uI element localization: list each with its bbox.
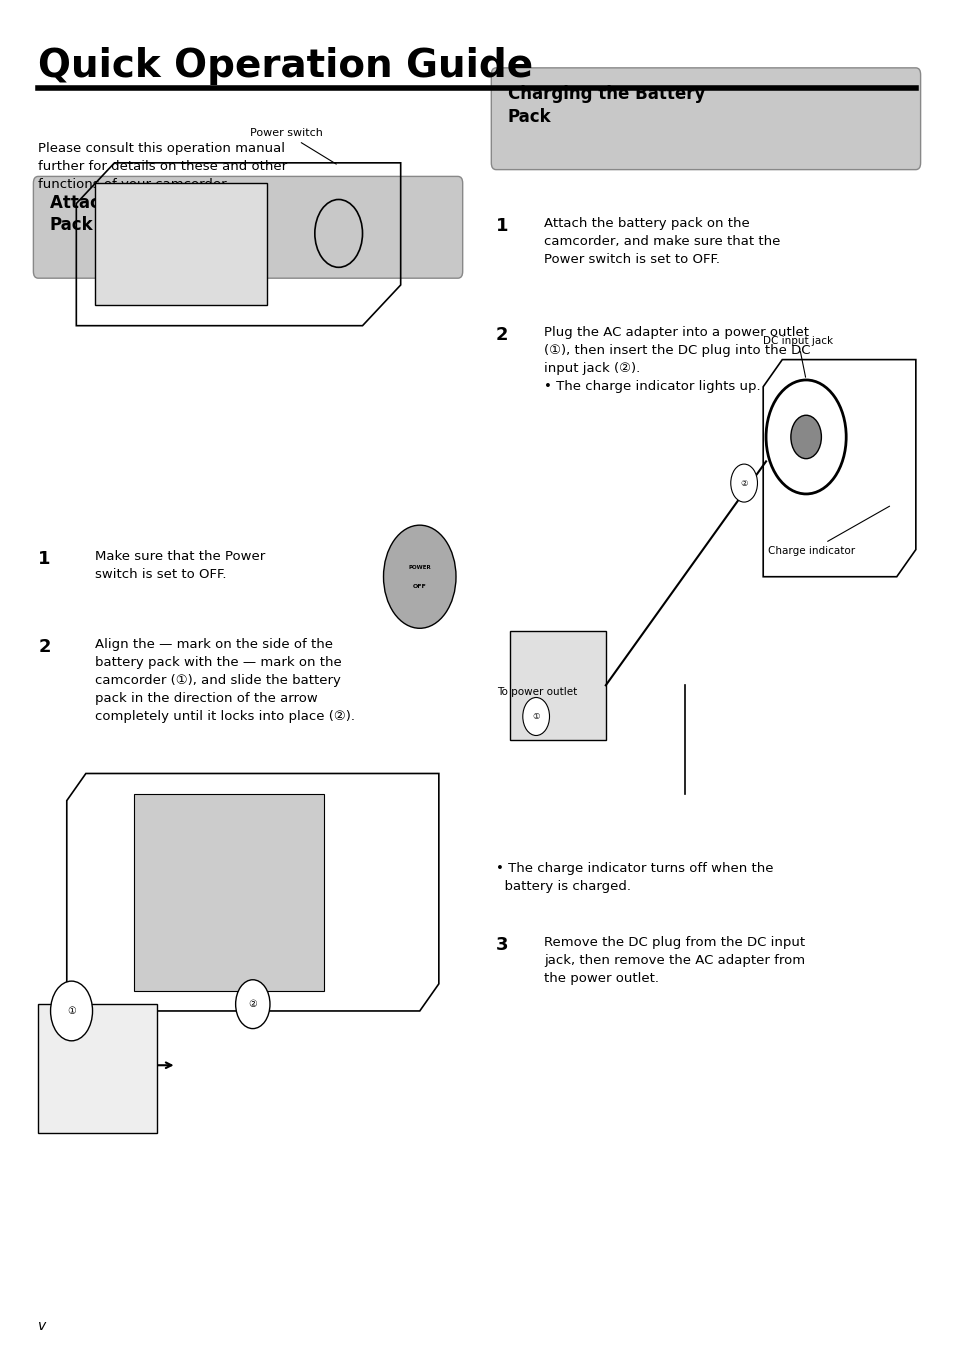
Text: Power switch: Power switch bbox=[250, 129, 336, 164]
Circle shape bbox=[383, 525, 456, 628]
Text: 2: 2 bbox=[496, 326, 508, 343]
Text: 2: 2 bbox=[38, 638, 51, 655]
Circle shape bbox=[790, 415, 821, 459]
Text: ①: ① bbox=[532, 712, 539, 721]
Text: Attaching the Battery
Pack: Attaching the Battery Pack bbox=[50, 194, 253, 235]
Text: To power outlet: To power outlet bbox=[497, 687, 577, 697]
Text: v: v bbox=[38, 1319, 47, 1333]
Circle shape bbox=[51, 981, 92, 1041]
Text: Plug the AC adapter into a power outlet
(①), then insert the DC plug into the DC: Plug the AC adapter into a power outlet … bbox=[543, 326, 809, 392]
Text: ②: ② bbox=[740, 479, 747, 487]
Text: 1: 1 bbox=[38, 550, 51, 567]
Polygon shape bbox=[38, 1004, 157, 1133]
Circle shape bbox=[235, 980, 270, 1029]
Text: OFF: OFF bbox=[413, 584, 426, 589]
Text: Charging the Battery
Pack: Charging the Battery Pack bbox=[507, 85, 704, 126]
FancyBboxPatch shape bbox=[491, 68, 920, 170]
Circle shape bbox=[730, 464, 757, 502]
Polygon shape bbox=[95, 183, 267, 305]
Text: POWER: POWER bbox=[408, 565, 431, 570]
Text: 3: 3 bbox=[496, 936, 508, 954]
Circle shape bbox=[522, 697, 549, 735]
Text: Remove the DC plug from the DC input
jack, then remove the AC adapter from
the p: Remove the DC plug from the DC input jac… bbox=[543, 936, 804, 985]
Text: Quick Operation Guide: Quick Operation Guide bbox=[38, 47, 533, 85]
FancyBboxPatch shape bbox=[33, 176, 462, 278]
Text: • The charge indicator turns off when the
  battery is charged.: • The charge indicator turns off when th… bbox=[496, 862, 773, 893]
Text: Attach the battery pack on the
camcorder, and make sure that the
Power switch is: Attach the battery pack on the camcorder… bbox=[543, 217, 780, 266]
Text: Align the — mark on the side of the
battery pack with the — mark on the
camcorde: Align the — mark on the side of the batt… bbox=[95, 638, 355, 723]
Text: ②: ② bbox=[248, 999, 257, 1010]
Text: DC input jack: DC input jack bbox=[762, 337, 833, 377]
Text: 1: 1 bbox=[496, 217, 508, 235]
Text: ①: ① bbox=[67, 1006, 76, 1016]
Polygon shape bbox=[510, 631, 605, 740]
Text: Please consult this operation manual
further for details on these and other
func: Please consult this operation manual fur… bbox=[38, 142, 287, 191]
Text: Make sure that the Power
switch is set to OFF.: Make sure that the Power switch is set t… bbox=[95, 550, 265, 581]
Text: Charge indicator: Charge indicator bbox=[767, 506, 888, 555]
Polygon shape bbox=[133, 794, 324, 991]
